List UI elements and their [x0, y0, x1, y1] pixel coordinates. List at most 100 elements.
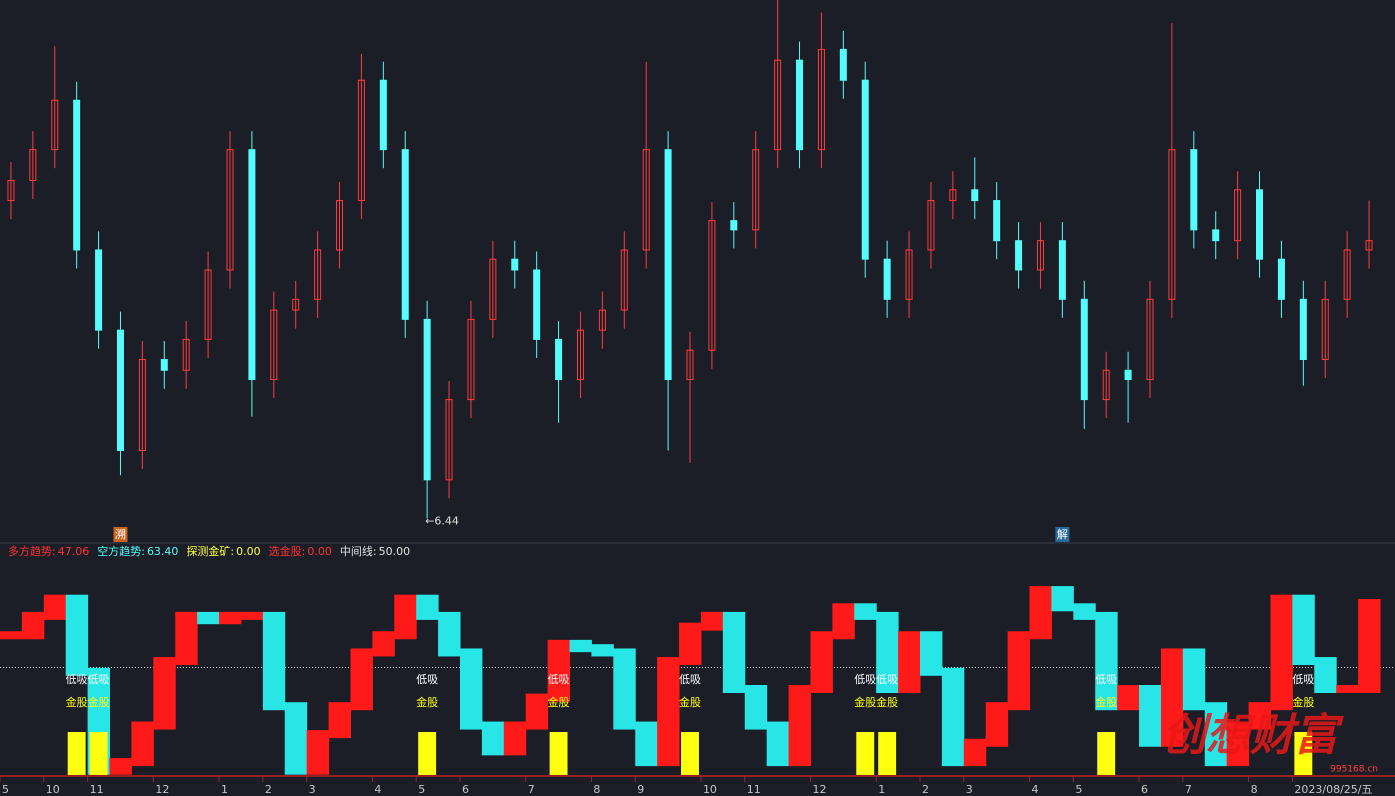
x-tick-label: 5 [2, 783, 9, 796]
legend-value: 0.00 [307, 545, 332, 558]
x-tick-label: 10 [46, 783, 60, 796]
candle-body [774, 59, 782, 151]
candle-body [379, 79, 387, 151]
candle-body [1212, 229, 1220, 242]
candle-body [620, 249, 628, 311]
candle-body [336, 200, 344, 251]
signal-gold-stock: 金股 [548, 695, 570, 709]
trend-bar [1160, 648, 1184, 747]
gold-bar [67, 732, 86, 775]
x-tick-label: 7 [528, 783, 535, 796]
signal-low-buy: 低吸 [66, 673, 88, 686]
trend-bar [1248, 702, 1271, 730]
signal-low-buy: 低吸 [854, 673, 876, 686]
trend-bar [679, 622, 702, 666]
candle-body [423, 318, 431, 481]
trend-bar [306, 730, 330, 775]
trend-bar [1204, 702, 1228, 767]
candle-body [1277, 258, 1285, 300]
trend-bar [525, 693, 549, 730]
trend-bar [766, 721, 790, 767]
candle-body [138, 358, 146, 452]
trend-bar [372, 631, 395, 657]
candle-body [533, 269, 541, 340]
signal-gold-stock: 金股 [854, 695, 876, 709]
candle-body [511, 258, 519, 271]
watermark-site: 995168.cn [1330, 765, 1378, 775]
signal-low-buy: 低吸 [1292, 673, 1314, 686]
candle-body [1058, 240, 1066, 300]
signal-low-buy: 低吸 [1095, 673, 1117, 686]
trend-bar [438, 611, 461, 657]
candle-body [730, 220, 738, 231]
legend-label: 多方趋势: [8, 544, 56, 558]
candle-body [204, 269, 212, 340]
legend-label: 选金股: [269, 544, 306, 558]
candle-body [664, 149, 672, 381]
trend-bar [876, 611, 899, 693]
candle-body [1190, 149, 1198, 231]
x-tick-label: 3 [309, 783, 316, 796]
trend-bar [1336, 685, 1359, 693]
low-price-label: ←6.44 [425, 514, 459, 527]
candle-body [51, 99, 59, 151]
trend-bar [1117, 685, 1140, 711]
trend-bar [963, 738, 987, 767]
x-tick-label: 12 [812, 783, 826, 796]
candle-body [598, 309, 606, 331]
candle-body [1080, 298, 1088, 401]
trend-bar [1095, 611, 1118, 711]
legend-label: 中间线: [340, 544, 377, 558]
x-tick-label: 7 [1185, 783, 1192, 796]
candle-body [226, 149, 234, 271]
x-tick-label: 6 [1141, 783, 1148, 796]
trend-bar [350, 648, 373, 711]
trend-bar [788, 685, 811, 767]
signal-low-buy: 低吸 [679, 673, 701, 686]
trend-bar [700, 611, 724, 631]
candle-body [7, 180, 15, 202]
trend-bar [43, 594, 67, 620]
signal-gold-stock: 金股 [1292, 695, 1314, 709]
x-tick-label: 8 [593, 783, 600, 796]
candle-body [993, 200, 1001, 242]
legend-value: 0.00 [236, 545, 261, 558]
gold-bar [681, 732, 699, 775]
trend-bar [941, 667, 965, 767]
candle-body [839, 48, 847, 81]
candle-body [817, 48, 825, 151]
x-tick-label: 2023/08/25/五 [1294, 783, 1372, 796]
event-box [1055, 527, 1070, 542]
candle-body [1146, 298, 1154, 381]
candle-body [445, 399, 453, 481]
trend-bar [1073, 603, 1096, 620]
candle-body [686, 349, 694, 381]
legend-label: 探测金矿: [186, 544, 234, 558]
trend-bar [240, 611, 264, 620]
x-tick-label: 1 [221, 783, 228, 796]
candle-body [73, 99, 81, 251]
trend-bar [1182, 648, 1206, 711]
signal-gold-stock: 金股 [679, 695, 701, 709]
trend-bar [1051, 586, 1074, 612]
candle-body [1365, 240, 1373, 251]
candle-body [1343, 249, 1351, 300]
signal-low-buy: 低吸 [416, 673, 438, 686]
signal-gold-stock: 金股 [1095, 695, 1117, 709]
trend-bar [328, 702, 351, 739]
x-tick-label: 4 [1032, 783, 1039, 796]
event-box [113, 527, 128, 542]
trend-bar [920, 631, 943, 676]
x-tick-label: 5 [1075, 783, 1082, 796]
candle-body [467, 318, 475, 401]
trend-bar [569, 639, 592, 653]
signal-gold-stock: 金股 [876, 695, 898, 709]
legend-value: 63.40 [147, 545, 179, 558]
trend-bar [416, 594, 439, 620]
trend-bar [153, 657, 176, 730]
signal-low-buy: 低吸 [548, 673, 570, 686]
trend-bar [262, 611, 286, 711]
candle-body [708, 220, 716, 351]
candle-body [905, 249, 913, 300]
candle-body [182, 338, 190, 371]
